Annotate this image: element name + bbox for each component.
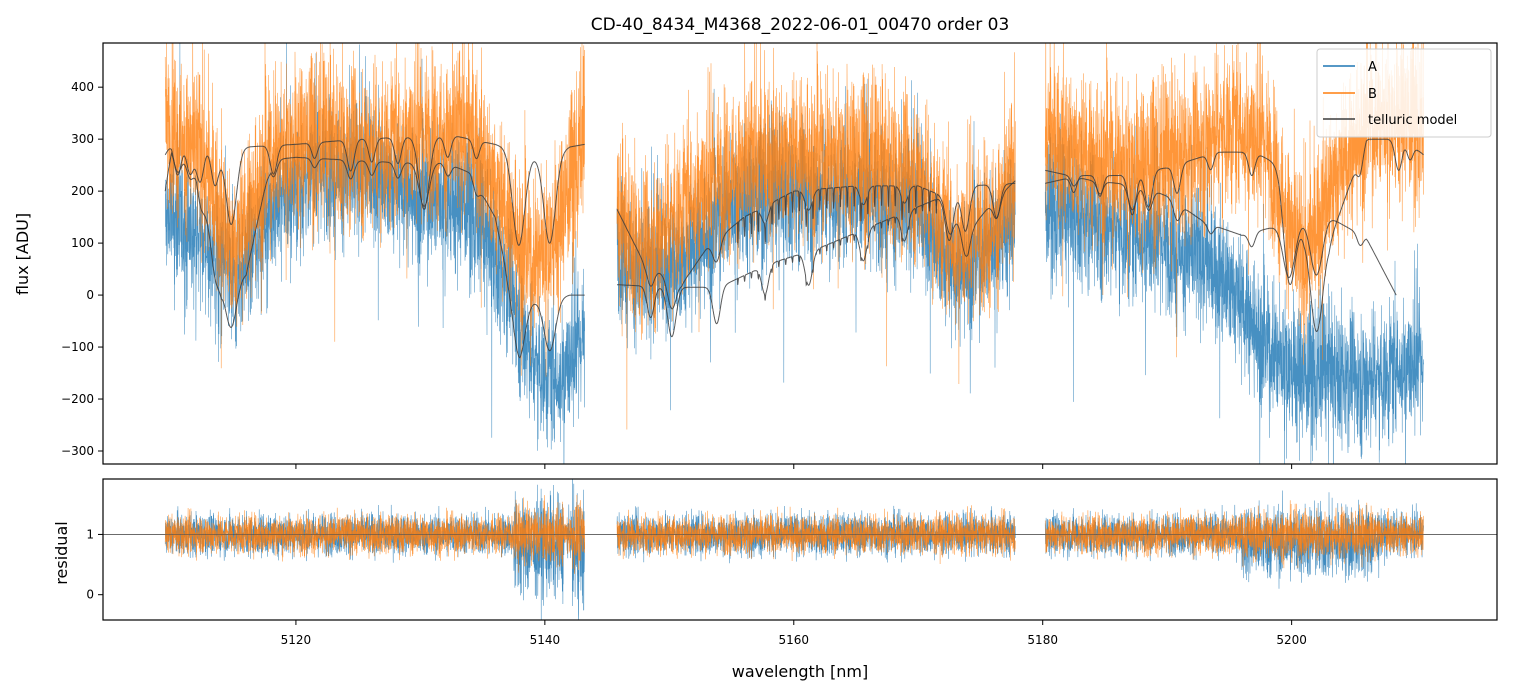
bottom-xtick-1: 5140 xyxy=(530,620,561,647)
bottom-panel: 01 5120 5140 5160 5180 5200 residual wavelen… xyxy=(52,478,1498,681)
top-ytick-label-2: −100 xyxy=(61,340,94,354)
top-panel: −300 −200 −100 0 100 200 300 400 flux [ADU] A B… xyxy=(13,42,1498,469)
top-ytick-3: 0 xyxy=(86,288,103,302)
top-ytick-2: −100 xyxy=(61,340,103,354)
top-ytick-4: 100 xyxy=(71,236,103,250)
bottom-xtick-label-1: 5140 xyxy=(530,633,561,647)
bottom-xtick-label-4: 5200 xyxy=(1276,633,1307,647)
series-b-segment-0 xyxy=(164,43,585,377)
legend: A B telluric model xyxy=(1316,48,1492,138)
bottom-y-ticks: 01 xyxy=(86,527,103,602)
residual-b-segment-2 xyxy=(1044,500,1424,569)
chart-title: CD-40_8434_M4368_2022-06-01_00470 order … xyxy=(591,15,1010,35)
bottom-xtick-label-0: 5120 xyxy=(281,633,312,647)
top-ytick-0: −300 xyxy=(61,444,103,458)
top-ytick-6: 300 xyxy=(71,132,103,146)
x-axis-label: wavelength [nm] xyxy=(732,662,869,681)
top-y-ticks: −300 −200 −100 0 100 200 300 400 xyxy=(61,80,103,458)
legend-label-telluric: telluric model xyxy=(1368,113,1457,128)
top-ytick-7: 400 xyxy=(71,80,103,94)
top-ytick-label-6: 300 xyxy=(71,132,94,146)
bottom-xtick-2: 5160 xyxy=(779,620,810,647)
top-ytick-5: 200 xyxy=(71,184,103,198)
series-a-segment-2 xyxy=(1044,113,1424,464)
top-ytick-1: −200 xyxy=(61,392,103,406)
top-ytick-label-5: 200 xyxy=(71,184,94,198)
telluric-model-component-0 xyxy=(164,151,585,359)
legend-label-b: B xyxy=(1368,87,1377,102)
bottom-x-ticks: 5120 5140 5160 5180 5200 xyxy=(281,620,1307,647)
residual-a-segment-2 xyxy=(1044,490,1424,589)
bottom-xtick-label-3: 5180 xyxy=(1027,633,1058,647)
residual-series-b xyxy=(164,494,1424,575)
residual-b-segment-1 xyxy=(616,505,1016,565)
bottom-ytick-0: 0 xyxy=(86,588,103,602)
telluric-model-component-4 xyxy=(1044,169,1397,296)
residual-b-segment-0 xyxy=(164,494,585,575)
telluric-model-component-1 xyxy=(164,136,585,246)
bottom-xtick-4: 5200 xyxy=(1276,620,1307,647)
bottom-axes-frame xyxy=(102,478,1498,621)
top-ytick-label-4: 100 xyxy=(71,236,94,250)
top-ytick-label-0: −300 xyxy=(61,444,94,458)
telluric-model-component-3 xyxy=(617,182,1016,338)
top-axes-frame xyxy=(102,42,1498,465)
top-ytick-label-7: 400 xyxy=(71,80,94,94)
top-plot-area xyxy=(164,43,1424,464)
telluric-model-component-2 xyxy=(616,180,1016,310)
series-telluric-model xyxy=(164,136,1424,359)
top-ytick-label-1: −200 xyxy=(61,392,94,406)
bottom-y-axis-label: residual xyxy=(52,521,71,584)
telluric-model-component-5 xyxy=(1045,138,1424,332)
bottom-ytick-1: 1 xyxy=(86,527,103,541)
bottom-xtick-3: 5180 xyxy=(1027,620,1058,647)
bottom-xtick-0: 5120 xyxy=(281,620,312,647)
top-y-axis-label: flux [ADU] xyxy=(13,213,32,295)
bottom-xtick-label-2: 5160 xyxy=(779,633,810,647)
bottom-ytick-label-1: 1 xyxy=(86,527,94,541)
bottom-ytick-label-0: 0 xyxy=(86,588,94,602)
bottom-plot-area xyxy=(103,479,1497,620)
top-ytick-label-3: 0 xyxy=(86,288,94,302)
legend-label-a: A xyxy=(1368,60,1377,75)
top-x-ticks xyxy=(295,464,1293,469)
series-b-segment-1 xyxy=(616,43,1016,430)
